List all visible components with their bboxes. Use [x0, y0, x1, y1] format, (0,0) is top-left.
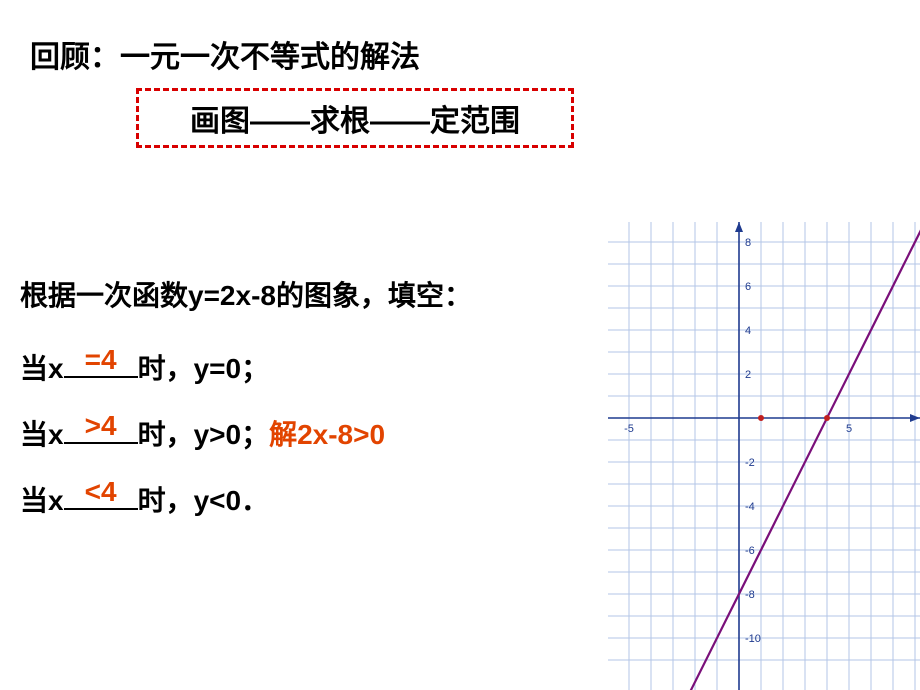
row-suffix: 时，y>0； [138, 419, 270, 450]
svg-text:6: 6 [745, 281, 751, 293]
blank-1: =4 [64, 348, 138, 378]
prompt-text: 根据一次函数y=2x-8的图象，填空： [20, 282, 472, 310]
answer-1: =4 [85, 346, 117, 374]
svg-text:-6: -6 [745, 545, 755, 557]
row-suffix: 时，y<0． [138, 485, 270, 516]
svg-text:4: 4 [745, 325, 751, 337]
svg-text:-8: -8 [745, 589, 755, 601]
svg-text:-5: -5 [624, 423, 634, 435]
svg-text:-10: -10 [745, 633, 761, 645]
fill-row-2: 当x >4 时，y>0；解2x-8>0 [20, 414, 385, 449]
svg-text:8: 8 [745, 237, 751, 249]
svg-text:-4: -4 [745, 501, 755, 513]
svg-text:-2: -2 [745, 457, 755, 469]
blank-3: <4 [64, 480, 138, 510]
fill-row-3: 当x <4 时，y<0． [20, 480, 269, 515]
svg-text:2: 2 [745, 369, 751, 381]
blank-2: >4 [64, 414, 138, 444]
row-prefix: 当x [20, 485, 64, 516]
inline-solution: 解2x-8>0 [269, 419, 385, 450]
method-box: 画图——求根——定范围 [136, 88, 574, 148]
answer-3: <4 [85, 478, 117, 506]
function-graph: -5 5 -10 -8 -6 -4 -2 2 4 6 8 [608, 222, 920, 690]
answer-2: >4 [85, 412, 117, 440]
row-suffix: 时，y=0； [138, 353, 270, 384]
page-title: 回顾：一元一次不等式的解法 [30, 32, 420, 76]
row-prefix: 当x [20, 419, 64, 450]
svg-text:5: 5 [846, 423, 852, 435]
method-text: 画图——求根——定范围 [190, 96, 520, 140]
row-prefix: 当x [20, 353, 64, 384]
fill-row-1: 当x =4 时，y=0； [20, 348, 269, 383]
